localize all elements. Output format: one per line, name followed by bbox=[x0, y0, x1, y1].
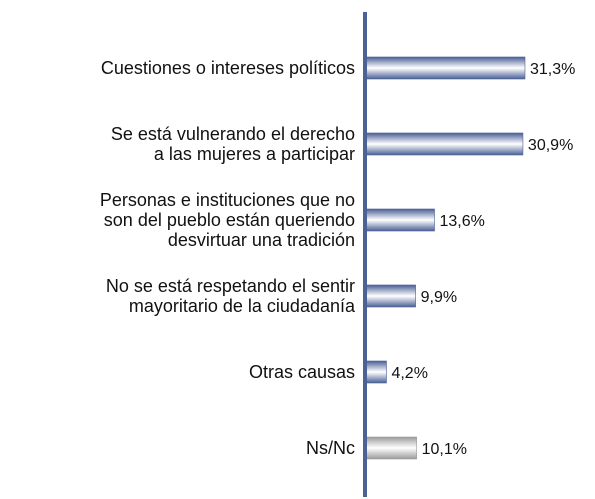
data-label: 4,2% bbox=[391, 365, 427, 382]
bar bbox=[364, 284, 416, 308]
bar bbox=[364, 208, 435, 232]
data-label: 10,1% bbox=[422, 441, 467, 458]
category-label: Otras causas bbox=[248, 362, 355, 382]
data-label: 31,3% bbox=[530, 61, 575, 78]
bar bbox=[364, 360, 387, 384]
category-label: Cuestiones o intereses políticos bbox=[100, 58, 355, 78]
category-label: Personas e instituciones que no son del … bbox=[99, 190, 355, 250]
category-label: No se está respetando el sentir mayorita… bbox=[105, 276, 355, 316]
bar bbox=[364, 132, 524, 156]
data-label: 13,6% bbox=[440, 213, 485, 230]
data-label: 30,9% bbox=[528, 137, 573, 154]
category-label: Se está vulnerando el derecho a las muje… bbox=[110, 124, 355, 164]
bar bbox=[364, 56, 526, 80]
category-label: Ns/Nc bbox=[306, 438, 355, 458]
bar bbox=[364, 436, 417, 460]
data-label: 9,9% bbox=[421, 289, 457, 306]
